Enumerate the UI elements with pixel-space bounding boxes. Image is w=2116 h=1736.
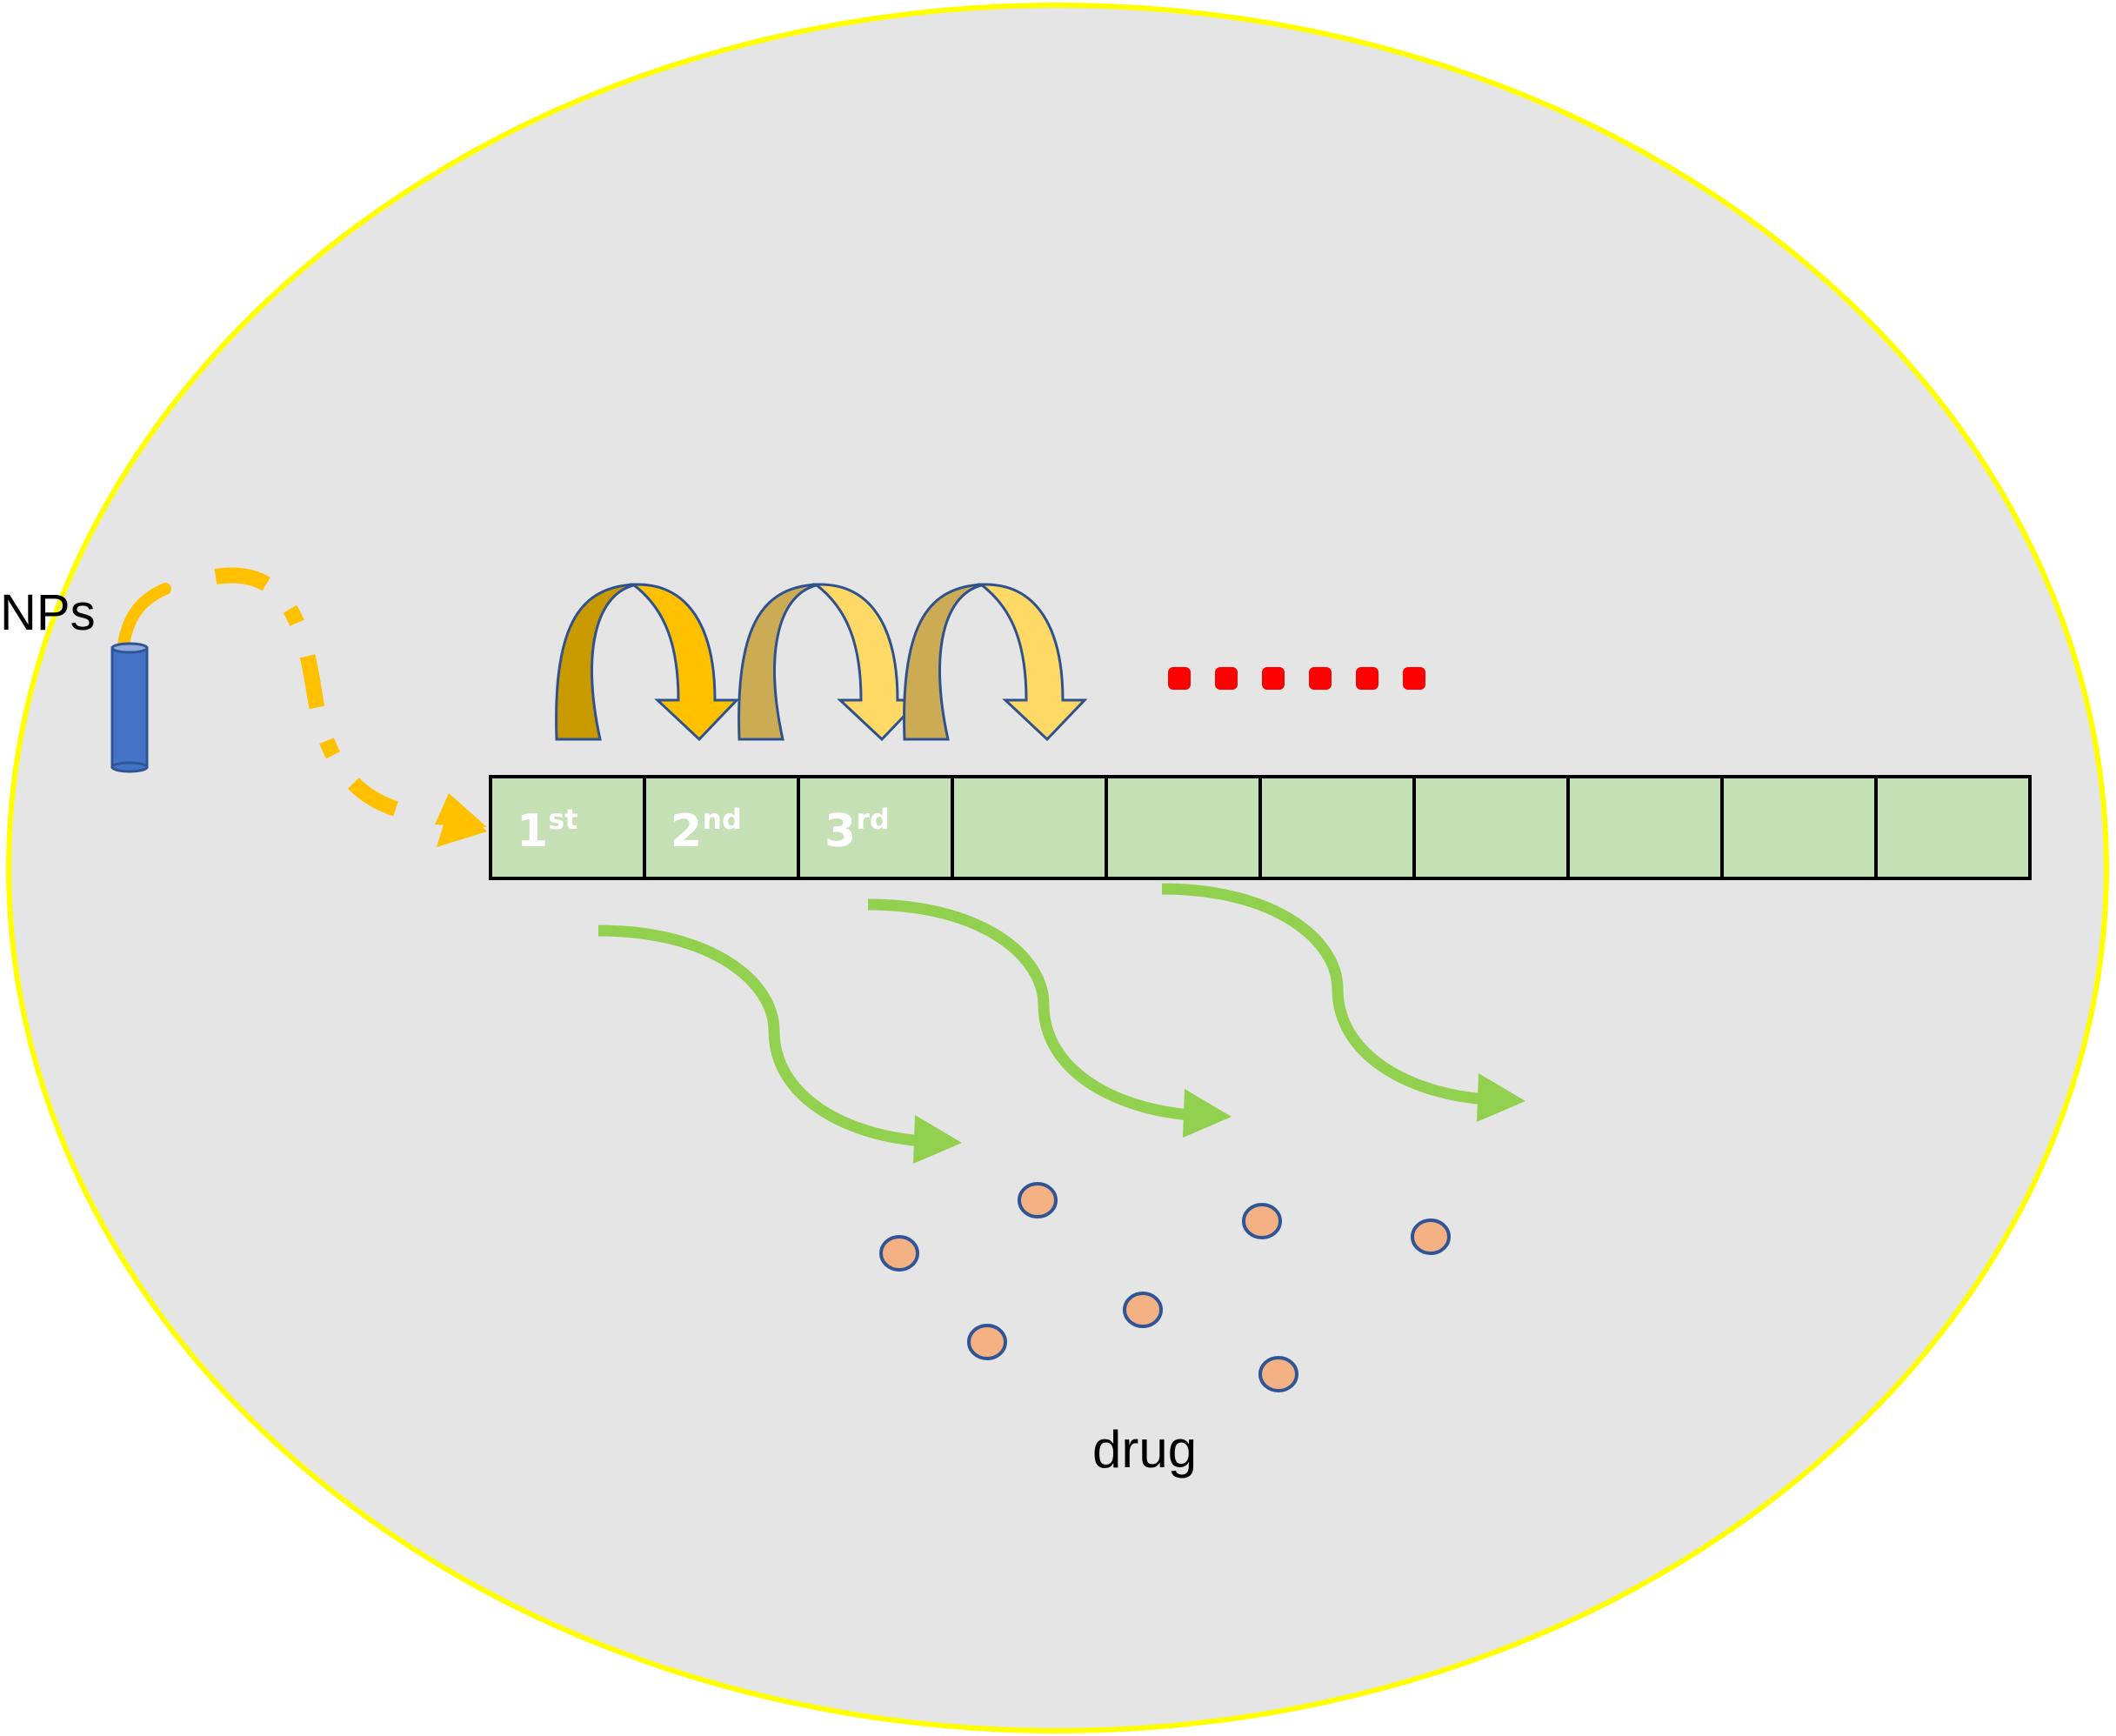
continuation-dot [1309,667,1332,690]
segment-bar: 1st 2nd 3rd [489,775,2032,880]
release-arrow-1 [597,925,962,1164]
segment-cell [1720,775,1878,880]
segment-cell [1874,775,2032,880]
hop-arrow-1 [555,583,740,742]
drug-particle [879,1235,919,1272]
segment-cell: 1st [489,775,646,880]
segment-cell [951,775,1108,880]
np-top [110,642,149,654]
release-arrow-3 [1161,883,1525,1122]
segment-cell [1566,775,1724,880]
segment-cell [1412,775,1570,880]
segment-cell [1105,775,1262,880]
segment-cell [1258,775,1416,880]
continuation-dots [1168,667,1425,690]
nanoparticle-cylinder [110,583,171,773]
drug-particle [1242,1203,1282,1239]
drug-particle [1258,1356,1298,1392]
continuation-dot [1262,667,1285,690]
drug-label: drug [1092,1420,1197,1479]
drug-particle [1123,1292,1163,1328]
drug-particles [879,1182,1451,1392]
segment-cell: 3rd [797,775,954,880]
continuation-dot [1215,667,1238,690]
drug-particle [1018,1182,1058,1219]
continuation-dot [1168,667,1191,690]
np-bottom [110,761,149,773]
np-entry-arrowhead-tip [437,797,487,847]
segment-cell: 2nd [643,775,800,880]
nps-label: NPs [0,584,96,641]
np-entry-path [214,567,399,817]
segment-cell-label: 3rd [824,803,890,858]
continuation-dot [1403,667,1425,690]
drug-particle [967,1324,1007,1360]
drug-particle [1411,1219,1451,1255]
release-arrow-2 [867,898,1232,1138]
segment-cell-label: 1st [517,803,578,858]
continuation-dot [1356,667,1378,690]
segment-cell-label: 2nd [671,803,742,858]
hop-arrow-3 [903,583,1088,742]
np-body [110,646,149,769]
np-tail [117,583,171,651]
